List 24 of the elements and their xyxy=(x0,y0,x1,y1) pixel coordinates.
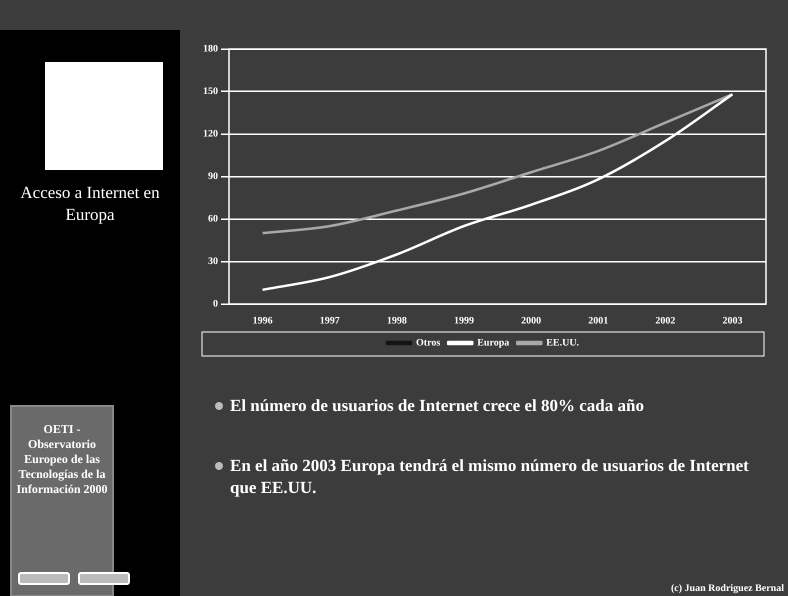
y-tick-label: 120 xyxy=(203,128,218,140)
y-tick-label: 90 xyxy=(208,171,218,182)
x-tick-label: 1999 xyxy=(454,316,474,327)
text: Acceso a Internet en Europa xyxy=(19,182,161,226)
legend-label: EE.UU. xyxy=(546,338,580,349)
legend-label: Otros xyxy=(416,338,440,349)
y-tick-label: 180 xyxy=(203,44,218,55)
x-tick-label: 2003 xyxy=(722,316,742,327)
text: (c) Juan Rodriguez Bernal xyxy=(670,583,784,594)
legend-label: Europa xyxy=(477,338,510,349)
x-tick-label: 1997 xyxy=(320,316,340,327)
x-tick-label: 1998 xyxy=(386,316,407,327)
y-tick-label: 0 xyxy=(213,298,218,310)
x-tick-label: 2001 xyxy=(588,316,608,327)
text: El número de usuarios de Internet crece el 80% cada año xyxy=(230,395,645,417)
y-tick-label: 150 xyxy=(203,86,218,98)
line-series xyxy=(261,93,734,234)
text: OETI - Observatorio Europeo de las Tecnologías de la Información 2000 xyxy=(16,422,108,497)
x-tick-label: 2002 xyxy=(655,316,676,327)
y-tick-label: 60 xyxy=(208,214,218,225)
text: En el año 2003 Europa tendrá el mismo número de usuarios de Internet que EE.UU. xyxy=(230,455,750,499)
x-tick-label: 2000 xyxy=(521,316,542,327)
x-tick-label: 1996 xyxy=(252,316,273,327)
y-tick-label: 30 xyxy=(208,256,218,268)
